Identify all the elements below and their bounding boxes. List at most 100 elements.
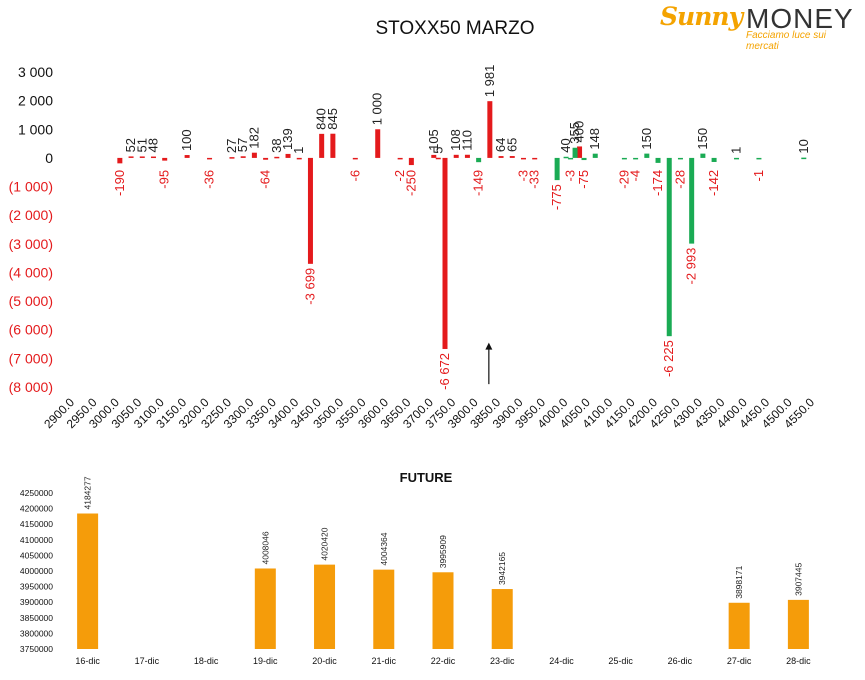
data-label: -3 — [563, 170, 578, 182]
data-label: 4184277 — [83, 476, 93, 509]
bar — [314, 564, 336, 649]
data-label: -64 — [258, 170, 273, 189]
bar — [432, 572, 454, 649]
sunny-money-logo: Sunny MONEY Facciamo luce sui mercati — [660, 2, 860, 52]
bar — [689, 157, 695, 244]
y-tick-label: 4100000 — [20, 535, 53, 545]
bar — [487, 101, 493, 158]
logo-script-text: Sunny — [660, 2, 743, 31]
data-label: -149 — [471, 170, 486, 196]
y-tick-label: 1 000 — [18, 121, 53, 137]
bar — [787, 599, 809, 649]
data-label: 48 — [145, 138, 160, 152]
bar — [711, 157, 717, 162]
data-label: -4 — [628, 170, 643, 182]
bar — [491, 589, 513, 649]
y-tick-label: (6 000) — [9, 322, 53, 338]
bar — [77, 513, 99, 649]
bar — [532, 157, 538, 160]
y-tick-label: 4250000 — [20, 488, 53, 498]
data-label: 4004364 — [379, 532, 389, 565]
x-tick-label: 28-dic — [786, 656, 811, 666]
data-label: -2 993 — [684, 248, 699, 285]
data-label: 150 — [639, 128, 654, 150]
bar — [117, 157, 123, 164]
bar — [476, 157, 482, 163]
bar — [431, 154, 437, 158]
data-label: 400 — [572, 121, 587, 143]
bar — [581, 157, 587, 161]
logo-tagline: Facciamo luce sui mercati — [746, 30, 827, 52]
data-label: 845 — [325, 108, 340, 130]
bar — [756, 157, 762, 160]
x-tick-label: 23-dic — [490, 656, 515, 666]
bar — [307, 157, 313, 264]
data-label: -250 — [403, 170, 418, 196]
data-label: 150 — [695, 128, 710, 150]
bar — [633, 157, 639, 160]
data-label: 840 — [314, 108, 329, 130]
data-label: 65 — [504, 138, 519, 152]
bar — [207, 157, 213, 160]
bar — [677, 157, 683, 160]
bar — [554, 157, 560, 181]
bar — [229, 157, 235, 159]
bar — [296, 157, 302, 160]
data-label: -6 — [347, 170, 362, 182]
chart1-title: STOXX50 MARZO — [375, 18, 534, 39]
bar — [592, 153, 598, 158]
data-label: 3907445 — [793, 563, 803, 596]
y-tick-label: 2 000 — [18, 93, 53, 109]
data-label: 100 — [179, 129, 194, 151]
data-label: -75 — [576, 170, 591, 189]
bar — [408, 157, 414, 166]
bar — [509, 156, 515, 158]
data-label: 27 — [224, 139, 239, 153]
data-label: -6 225 — [661, 340, 676, 377]
bar — [274, 156, 280, 159]
y-tick-label: 3900000 — [20, 597, 53, 607]
y-tick-label: 4000000 — [20, 566, 53, 576]
y-tick-label: 3800000 — [20, 628, 53, 638]
data-label: 57 — [235, 138, 250, 152]
y-tick-label: (7 000) — [9, 350, 53, 366]
x-tick-label: 18-dic — [194, 656, 219, 666]
y-tick-label: 4050000 — [20, 550, 53, 560]
bar — [568, 157, 574, 160]
bar — [464, 154, 470, 158]
y-tick-label: 3750000 — [20, 644, 53, 654]
data-label: 4020420 — [320, 527, 330, 560]
data-label: 3942165 — [497, 552, 507, 585]
bar — [139, 156, 145, 158]
y-tick-label: 0 — [45, 150, 53, 166]
y-tick-label: (2 000) — [9, 207, 53, 223]
bar — [621, 157, 627, 160]
y-tick-label: 3850000 — [20, 613, 53, 623]
y-tick-label: 3950000 — [20, 582, 53, 592]
x-tick-label: 22-dic — [431, 656, 456, 666]
data-label: 5 — [430, 147, 445, 154]
bar — [453, 154, 459, 158]
data-label: 1 — [729, 147, 744, 154]
data-label: -3 699 — [302, 268, 317, 305]
data-label: -95 — [157, 170, 172, 189]
x-tick-label: 20-dic — [312, 656, 337, 666]
data-label: 3995909 — [438, 535, 448, 568]
bar — [254, 568, 276, 649]
y-tick-label: 4200000 — [20, 504, 53, 514]
data-label: -775 — [549, 184, 564, 210]
data-label: 110 — [459, 130, 474, 151]
bar — [577, 146, 583, 158]
bar — [184, 155, 190, 158]
bar — [352, 157, 358, 160]
data-label: -190 — [112, 170, 127, 196]
chart2-title: FUTURE — [400, 470, 453, 485]
data-label: -174 — [650, 170, 665, 196]
x-tick-label: 17-dic — [135, 656, 160, 666]
data-label: -28 — [672, 170, 687, 189]
bar — [801, 157, 807, 160]
y-tick-label: (5 000) — [9, 293, 53, 309]
bar — [128, 156, 134, 158]
x-tick-label: 26-dic — [668, 656, 693, 666]
bar — [330, 133, 336, 158]
